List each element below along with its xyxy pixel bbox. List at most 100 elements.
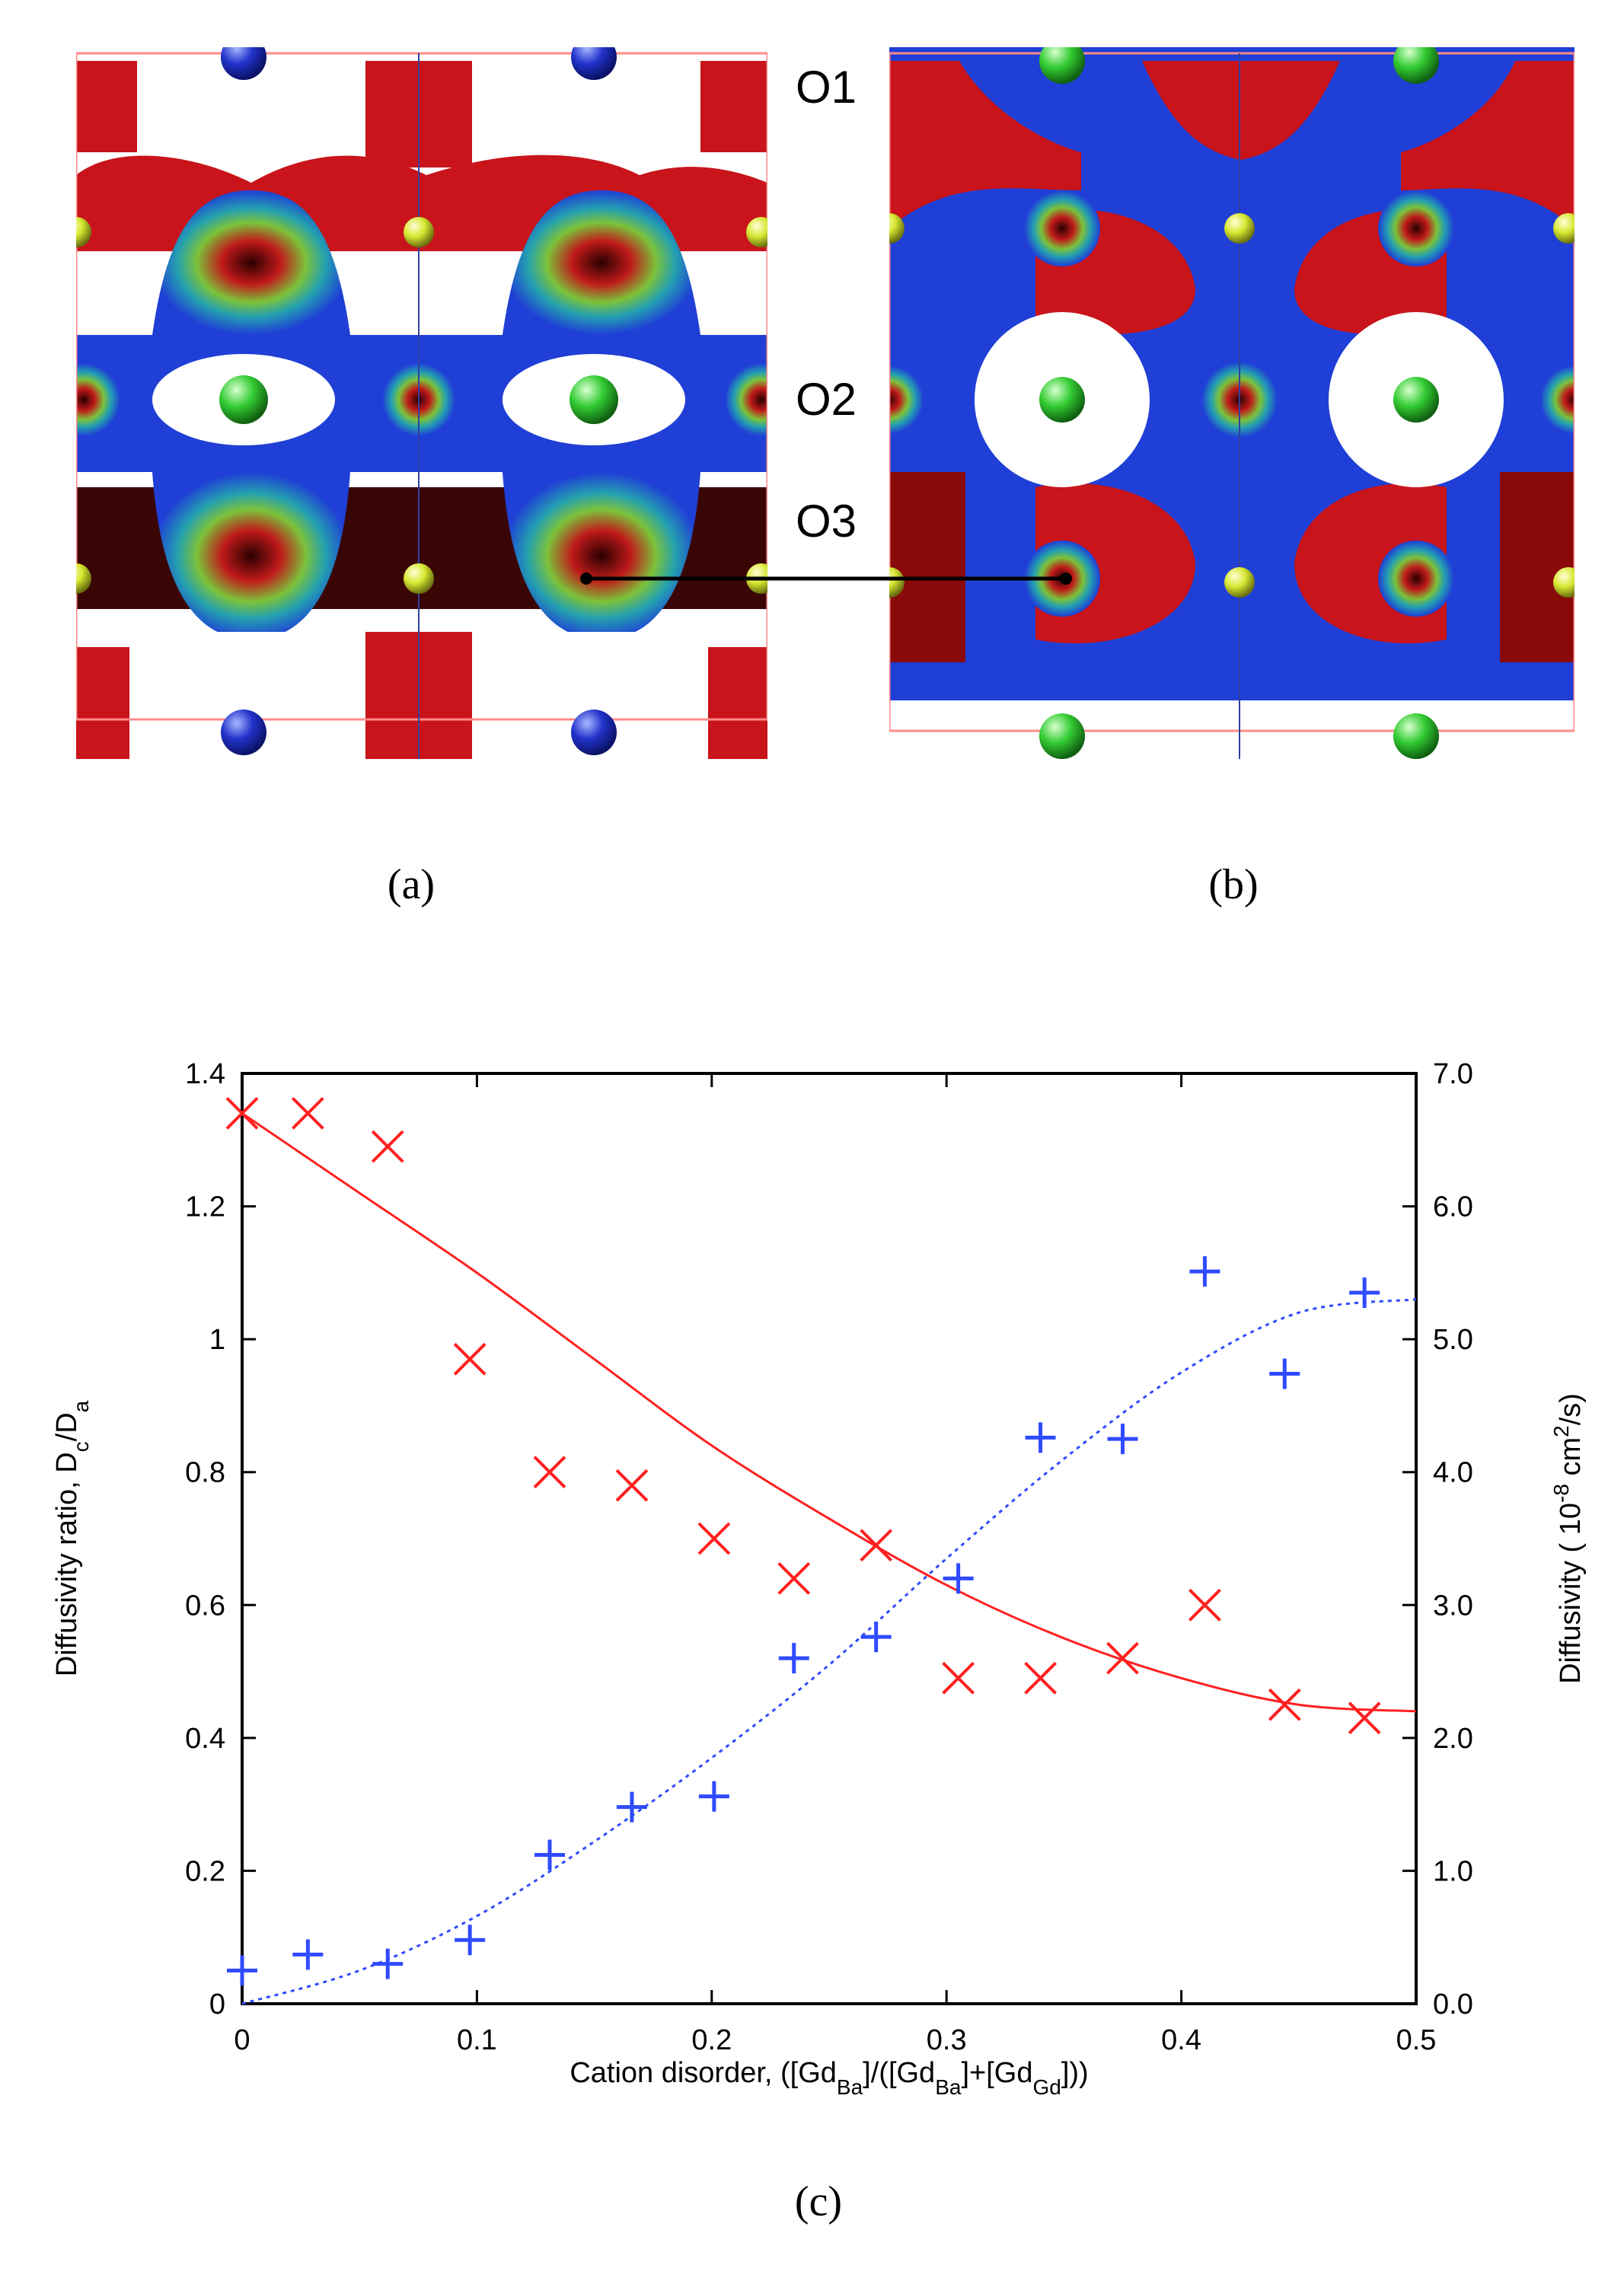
panel-caption-c: (c) bbox=[795, 2178, 842, 2225]
o-atom-b6 bbox=[1553, 567, 1575, 598]
ratio-point bbox=[777, 1561, 811, 1595]
ratio-point bbox=[860, 1529, 893, 1562]
y-left-tick-label: 0.2 bbox=[185, 1855, 225, 1887]
ratio-point bbox=[225, 1096, 259, 1130]
ba-atom-a2 bbox=[571, 47, 617, 80]
ratio-point bbox=[942, 1661, 975, 1695]
ratio-point bbox=[697, 1522, 731, 1555]
density-dome-a1 bbox=[152, 190, 350, 335]
y-right-tick-label: 6.0 bbox=[1433, 1191, 1473, 1223]
diffusivity-point bbox=[372, 1948, 404, 1979]
ratio-point bbox=[615, 1469, 649, 1502]
gd-atom-a1 bbox=[219, 375, 268, 424]
ratio-point bbox=[1024, 1661, 1057, 1695]
o-atom-b5 bbox=[1224, 567, 1255, 598]
diffusivity-point bbox=[1189, 1256, 1220, 1287]
cell-edge-a bbox=[76, 52, 767, 721]
ratio-point bbox=[371, 1130, 404, 1163]
diffusivity-point bbox=[1349, 1277, 1380, 1309]
diffusivity-point bbox=[698, 1781, 729, 1812]
density-cell-b1 bbox=[889, 61, 1081, 228]
density-dome-a3 bbox=[152, 472, 350, 639]
ba-atom-a1 bbox=[221, 47, 266, 80]
panel-caption-a: (a) bbox=[388, 861, 435, 908]
y-left-tick-label: 0.4 bbox=[185, 1723, 225, 1755]
y-right-tick-label: 1.0 bbox=[1433, 1855, 1473, 1887]
gd-atom-b3 bbox=[1039, 377, 1085, 423]
diffusivity-point bbox=[1107, 1424, 1138, 1455]
panel-caption-b: (b) bbox=[1208, 861, 1258, 908]
y-right-tick-label: 2.0 bbox=[1433, 1723, 1473, 1755]
density-spot-b5 bbox=[1378, 541, 1454, 617]
panel-c-chart: 0 0.1 0.2 0.3 0.4 0.5 0 0.2 0.4 0.6 0.8 1 1.2 1.4 0.0 1… bbox=[51, 1058, 1587, 2099]
density-spot-b7 bbox=[1540, 365, 1575, 434]
o-atom-b3 bbox=[1553, 213, 1575, 244]
panel-b-structure bbox=[889, 47, 1575, 759]
site-label-o2: O2 bbox=[796, 374, 857, 425]
diffusivity-point bbox=[534, 1839, 566, 1871]
x-axis-title: Cation disorder, ([GdBa]/([GdBa]+[GdGd])… bbox=[570, 2057, 1088, 2099]
fit-curve-ratio bbox=[241, 1112, 1417, 1713]
site-label-o3: O3 bbox=[796, 496, 857, 547]
y-left-tick-label: 0.6 bbox=[185, 1590, 225, 1622]
gd-atom-b4 bbox=[1393, 377, 1439, 423]
o-atom-b2 bbox=[1224, 213, 1255, 244]
diffusivity-point bbox=[616, 1791, 647, 1823]
density-cell-b9 bbox=[1500, 472, 1575, 662]
ratio-point bbox=[533, 1456, 566, 1489]
diffusivity-point bbox=[292, 1939, 324, 1970]
y-left-tick-label: 0.8 bbox=[185, 1457, 225, 1489]
ratio-point bbox=[1188, 1588, 1221, 1622]
y-left-tick-label: 0 bbox=[209, 1989, 225, 2020]
o-atom-a5 bbox=[404, 563, 434, 594]
y-right-tick-label: 7.0 bbox=[1433, 1058, 1473, 1090]
diffusivity-point bbox=[943, 1563, 974, 1594]
diffusivity-point bbox=[1025, 1422, 1056, 1453]
ratio-point bbox=[453, 1342, 487, 1376]
diffusivity-point bbox=[227, 1955, 257, 1986]
y-right-tick-label: 5.0 bbox=[1433, 1324, 1473, 1356]
y-left-tick-label: 1.2 bbox=[185, 1191, 225, 1223]
y-right-tick-label: 4.0 bbox=[1433, 1457, 1473, 1489]
o-atom-b1 bbox=[889, 213, 905, 244]
density-dome-a2 bbox=[503, 190, 700, 335]
gd-atom-a2 bbox=[570, 375, 618, 424]
fit-curve-diffusivity bbox=[241, 1298, 1417, 2005]
x-tick-label: 0.2 bbox=[691, 2024, 732, 2056]
gd-atom-b5 bbox=[1039, 713, 1085, 759]
density-dome-a4 bbox=[503, 472, 700, 639]
density-cell-b8 bbox=[889, 472, 965, 662]
density-cell-b3 bbox=[1393, 61, 1575, 228]
cell-edge-b bbox=[889, 52, 1575, 732]
x-tick-label: 0.3 bbox=[927, 2024, 967, 2056]
density-spot-b1 bbox=[1024, 190, 1100, 266]
y-left-tick-label: 1 bbox=[209, 1324, 225, 1356]
gd-atom-b6 bbox=[1393, 713, 1439, 759]
diffusivity-point bbox=[778, 1643, 809, 1674]
ratio-point bbox=[1268, 1688, 1301, 1721]
density-spot-a1 bbox=[76, 363, 120, 436]
x-tick-label: 0.4 bbox=[1161, 2024, 1201, 2056]
y-right-tick-label: 3.0 bbox=[1433, 1590, 1473, 1622]
axis-ticks: 0 0.1 0.2 0.3 0.4 0.5 0 0.2 0.4 0.6 0.8 1 1.2 1.4 0.0 1… bbox=[185, 1058, 1473, 2056]
o-atom-a4 bbox=[76, 563, 91, 594]
pillar-a1 bbox=[76, 647, 129, 759]
density-spot-b2 bbox=[1378, 190, 1454, 266]
ratio-point bbox=[1106, 1641, 1139, 1675]
density-spot-a3 bbox=[725, 363, 767, 436]
diffusivity-point bbox=[860, 1622, 892, 1653]
ratio-point bbox=[1348, 1702, 1381, 1735]
y-axis-right-title: Diffusivity ( 10-8 cm2/s) bbox=[1549, 1393, 1587, 1684]
x-tick-label: 0 bbox=[234, 2024, 250, 2056]
y-axis-left-title: Diffusivity ratio, Dc/Da bbox=[51, 1400, 93, 1676]
pillar-a4 bbox=[76, 61, 137, 152]
x-tick-label: 0.5 bbox=[1396, 2024, 1437, 2056]
density-spot-b6 bbox=[889, 365, 924, 434]
o3-connector-end-b bbox=[1060, 572, 1072, 585]
data-markers bbox=[225, 1096, 1381, 1986]
x-tick-label: 0.1 bbox=[457, 2024, 497, 2056]
panel-a-structure bbox=[76, 47, 767, 759]
plot-frame bbox=[241, 1072, 1418, 2005]
ba-atom-a4 bbox=[571, 710, 617, 755]
